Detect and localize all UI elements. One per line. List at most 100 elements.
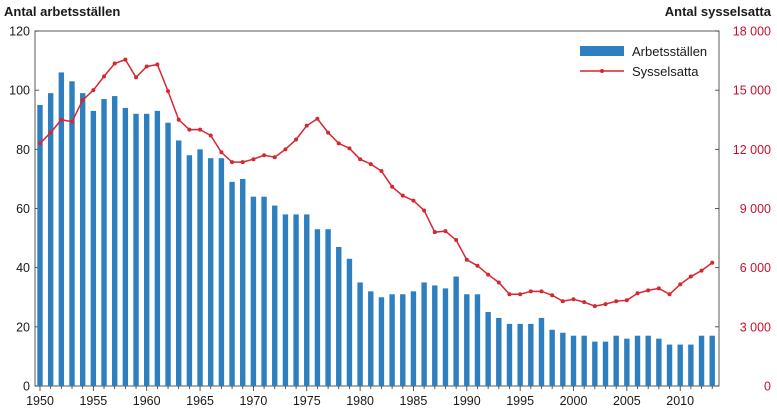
right-tick-label: 3 000 <box>740 320 771 334</box>
bar <box>304 214 310 386</box>
line-point <box>272 155 277 160</box>
x-tick-label: 1955 <box>79 394 107 408</box>
bar-series <box>37 72 715 387</box>
bar <box>261 196 267 386</box>
line-point <box>155 62 160 67</box>
bar <box>218 158 225 386</box>
bar <box>410 291 417 386</box>
left-tick-label: 0 <box>23 380 30 394</box>
bar <box>602 341 609 387</box>
bar <box>613 335 619 386</box>
bar <box>442 288 449 387</box>
bar <box>336 246 342 386</box>
bar <box>37 104 43 387</box>
left-tick-label: 80 <box>16 143 30 157</box>
bar <box>197 149 203 386</box>
bar <box>517 323 523 387</box>
bar <box>133 113 139 386</box>
bar <box>111 96 118 386</box>
bar <box>250 196 257 386</box>
x-tick-label: 1990 <box>453 394 481 408</box>
line-point <box>283 147 288 152</box>
bar <box>229 181 235 386</box>
line-point <box>507 292 512 297</box>
line-point <box>294 137 299 142</box>
bar <box>698 335 705 386</box>
bar <box>464 294 470 386</box>
line-point <box>592 304 597 309</box>
line-point <box>443 229 448 234</box>
x-tick-label: 1985 <box>400 394 428 408</box>
bar <box>666 344 673 386</box>
line-point <box>368 162 373 167</box>
x-tick-label: 1970 <box>239 394 267 408</box>
bar <box>165 122 171 387</box>
legend: Arbetsställen Sysselsatta <box>580 44 707 79</box>
bar <box>101 99 107 386</box>
line-series <box>38 57 715 309</box>
line-point <box>38 141 42 146</box>
bar <box>421 282 427 386</box>
bar <box>368 291 374 386</box>
right-tick-label: 15 000 <box>733 84 771 98</box>
bar <box>474 294 481 386</box>
line-point <box>614 299 619 304</box>
right-axis: 0 3 000 6 000 9 000 12 000 15 000 18 000 <box>715 25 771 394</box>
left-tick-label: 100 <box>9 84 30 98</box>
line-point <box>571 297 576 302</box>
line-point <box>176 117 181 122</box>
line-point <box>48 130 53 135</box>
x-axis: 1950 1955 1960 1965 1970 1975 1980 1985 1990 1995… <box>26 386 713 408</box>
x-tick-label: 1975 <box>293 394 321 408</box>
line-point <box>710 260 715 265</box>
legend-label-bars: Arbetsställen <box>632 44 707 59</box>
bar <box>570 335 577 386</box>
line-point <box>678 282 683 287</box>
legend-swatch-bars <box>580 46 624 56</box>
bar <box>453 276 459 386</box>
bar <box>560 332 566 386</box>
bar <box>186 155 193 386</box>
line-point <box>390 184 395 189</box>
line-point <box>379 169 384 174</box>
line-point <box>400 193 405 198</box>
line-point <box>550 293 555 298</box>
line-point <box>646 288 651 293</box>
bar <box>581 335 587 386</box>
bar <box>154 110 161 387</box>
bar <box>47 93 54 387</box>
x-tick-label: 1960 <box>133 394 161 408</box>
line-point <box>134 75 139 80</box>
bar <box>240 178 246 386</box>
left-tick-label: 20 <box>16 320 30 334</box>
bar <box>282 214 289 386</box>
bar <box>378 297 385 386</box>
line-point <box>262 153 267 158</box>
bar <box>58 72 65 387</box>
line-point <box>166 89 171 94</box>
bar <box>144 113 150 386</box>
x-tick-label: 1965 <box>186 394 214 408</box>
line-point <box>315 116 320 121</box>
line-point <box>432 230 437 235</box>
bar <box>346 258 353 386</box>
line-point <box>240 160 245 165</box>
line-point <box>347 146 352 151</box>
line-point <box>219 150 224 155</box>
line-point <box>635 291 640 296</box>
line-point <box>518 292 523 297</box>
sysselsatta-line <box>39 58 713 307</box>
right-tick-label: 12 000 <box>733 143 771 157</box>
line-point <box>112 61 117 66</box>
line-point <box>656 286 661 291</box>
bar <box>549 329 555 386</box>
bar <box>79 93 86 387</box>
line-point <box>603 302 608 307</box>
left-axis: 0 20 40 60 80 100 120 <box>9 25 39 394</box>
bar <box>688 344 694 386</box>
bar <box>208 158 214 386</box>
left-tick-label: 120 <box>9 25 30 39</box>
bar <box>634 335 641 386</box>
right-tick-label: 6 000 <box>740 261 771 275</box>
